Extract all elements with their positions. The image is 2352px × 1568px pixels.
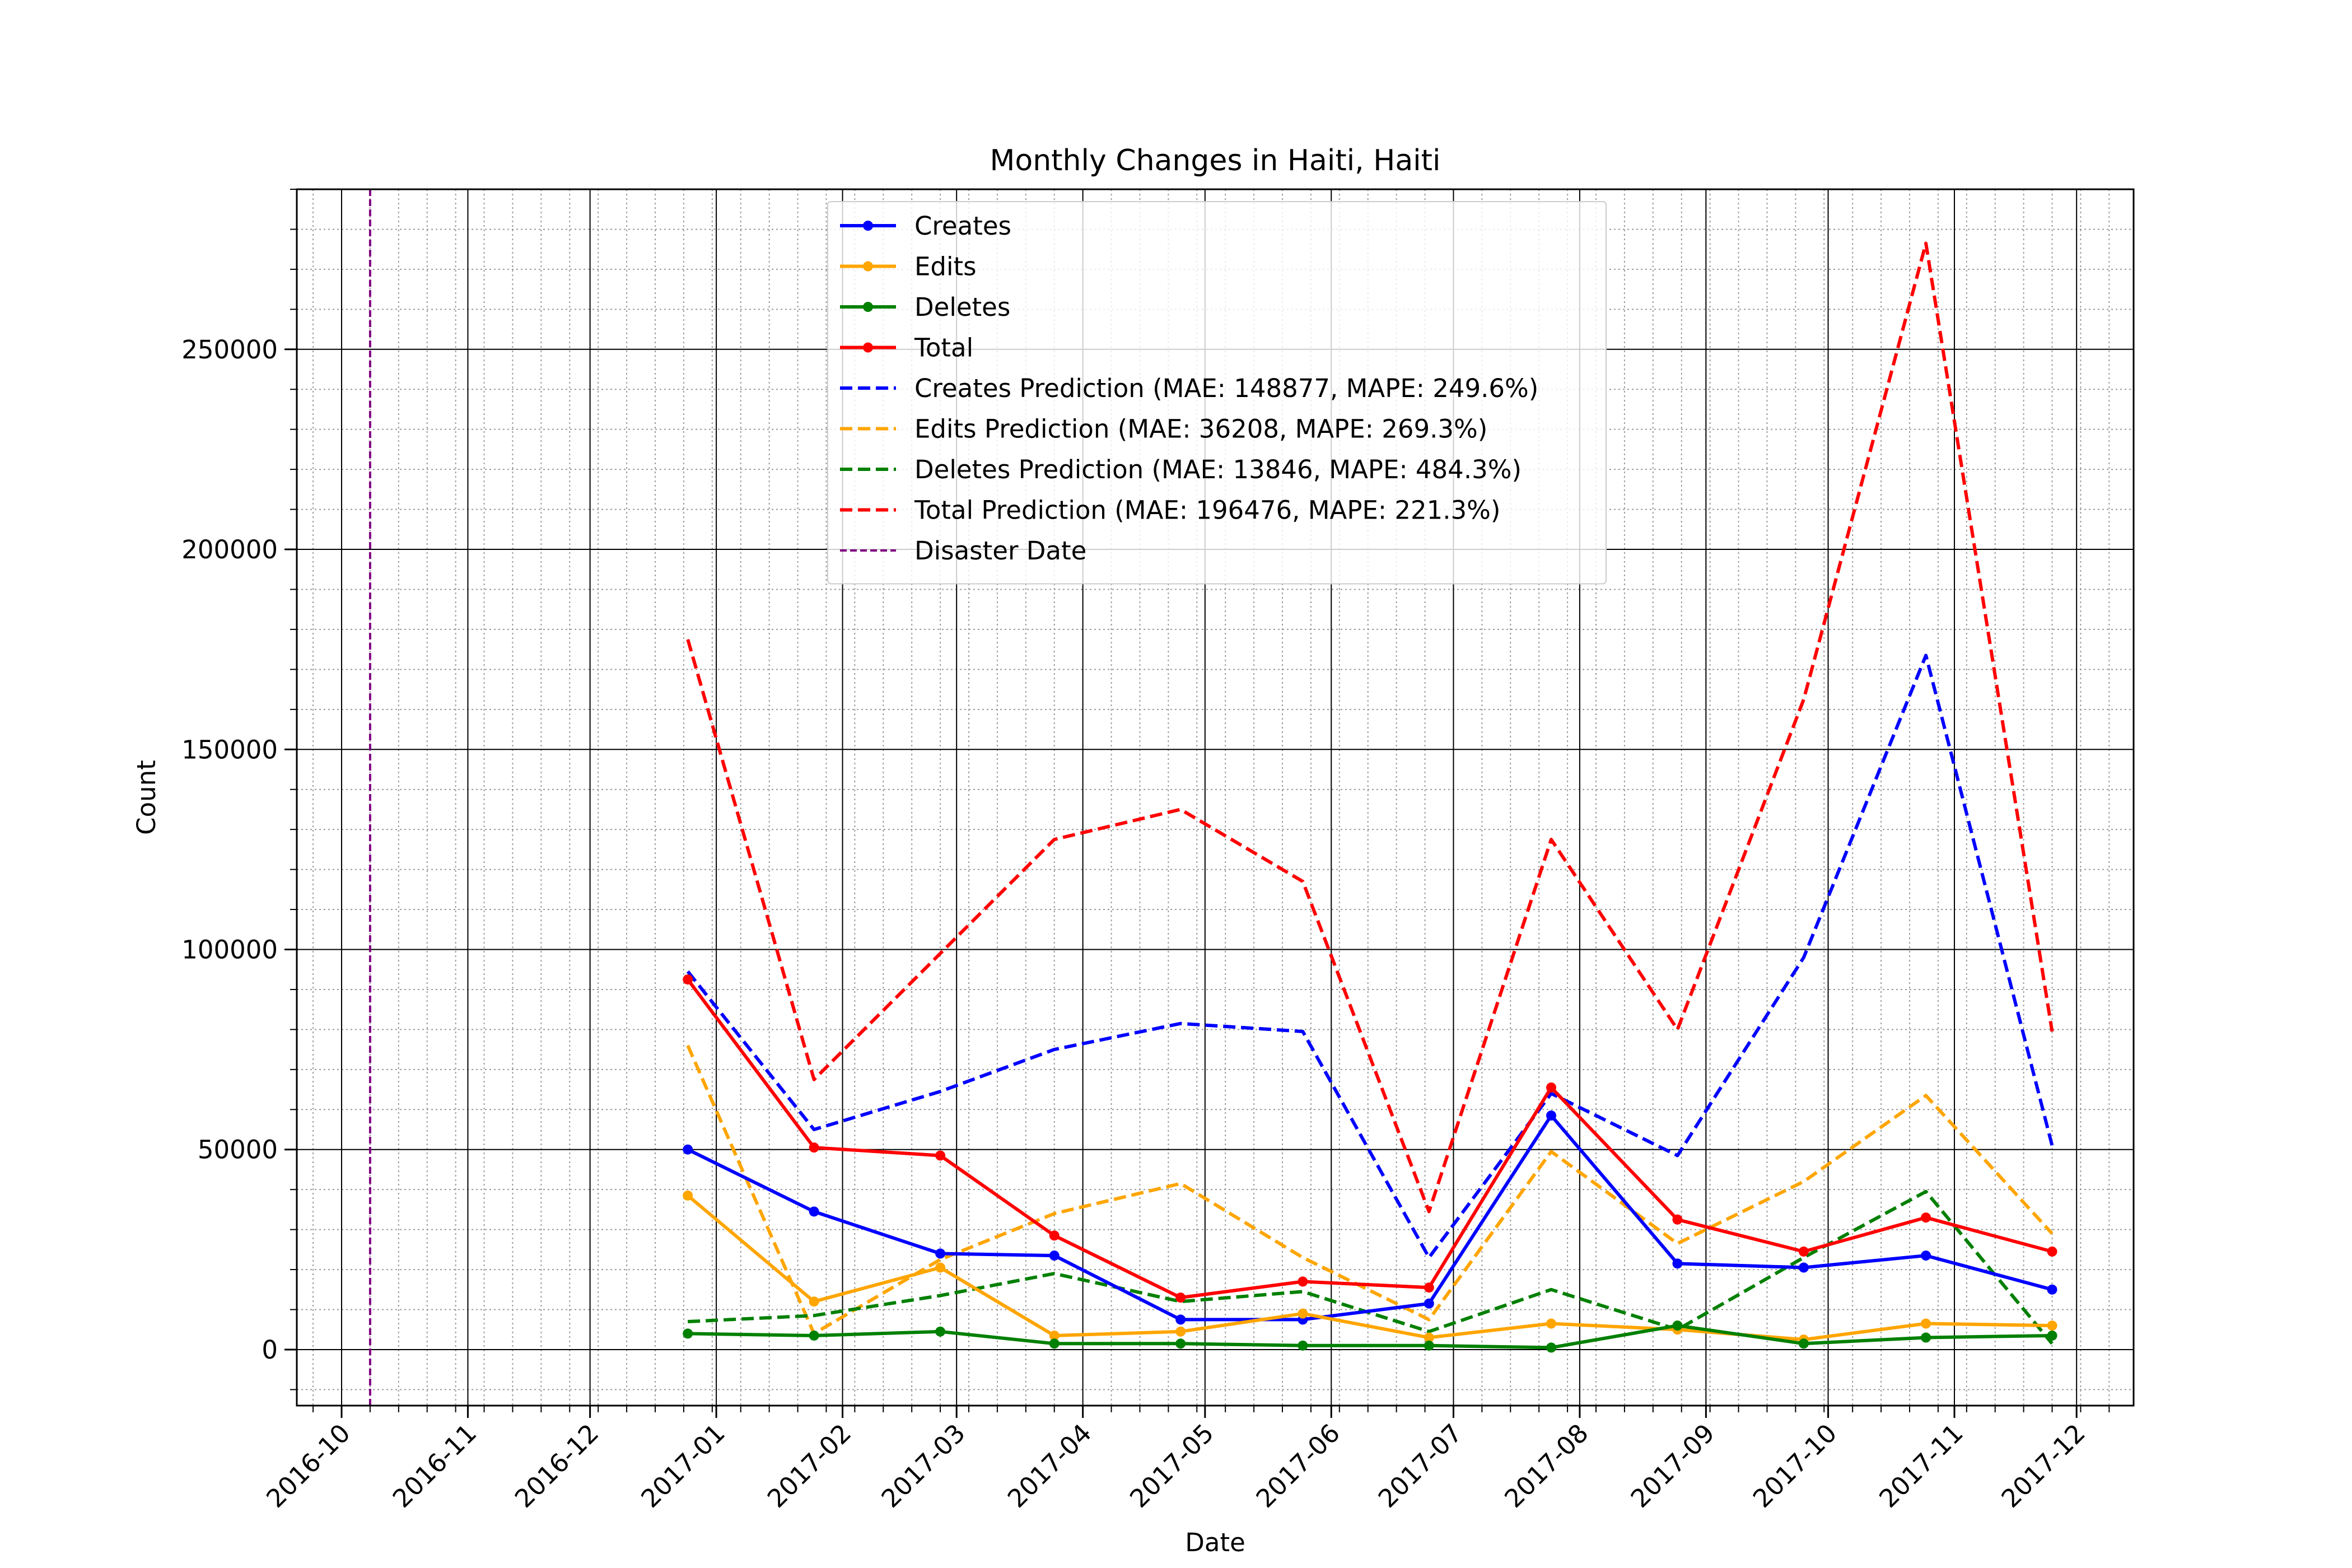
edits-point <box>1298 1308 1308 1319</box>
total-prediction-line <box>686 241 2054 1214</box>
total-point <box>935 1150 946 1161</box>
creates-point <box>1049 1250 1060 1261</box>
total-point <box>683 974 693 985</box>
legend-label: Deletes Prediction (MAE: 13846, MAPE: 48… <box>914 455 1522 484</box>
edits-point <box>1049 1330 1060 1341</box>
chart-title: Monthly Changes in Haiti, Haiti <box>990 144 1441 178</box>
creates-point <box>1672 1258 1683 1269</box>
total-point <box>1672 1214 1683 1225</box>
creates-point <box>1921 1250 1931 1261</box>
edits-point <box>1546 1318 1556 1329</box>
y-tick-label: 50000 <box>198 1135 278 1165</box>
total-point <box>809 1142 819 1153</box>
creates-point <box>2047 1284 2057 1295</box>
edits-point <box>1175 1326 1186 1337</box>
creates-point <box>1424 1298 1434 1309</box>
creates-point <box>1798 1262 1809 1273</box>
y-tick-label: 150000 <box>181 735 278 764</box>
deletes-point <box>1672 1320 1683 1331</box>
legend-label: Total <box>914 333 973 363</box>
deletes-point <box>1298 1340 1308 1351</box>
legend-label: Edits Prediction (MAE: 36208, MAPE: 269.… <box>914 414 1487 444</box>
deletes-point <box>1049 1338 1060 1349</box>
total-point <box>1298 1276 1308 1287</box>
axes-frame <box>296 188 2135 1407</box>
creates-point <box>1546 1110 1556 1121</box>
legend-marker <box>863 221 873 231</box>
legend-box <box>827 201 1607 585</box>
legend-marker <box>863 342 873 353</box>
deletes-point <box>1546 1342 1556 1353</box>
deletes-point <box>683 1328 693 1339</box>
total-point <box>1049 1230 1060 1241</box>
creates-point <box>1175 1314 1186 1325</box>
y-axis-ticks: 0 50000 100000 150000 200000 250000 <box>181 189 297 1390</box>
deletes-point <box>935 1326 946 1337</box>
total-point <box>1546 1082 1556 1093</box>
total-line <box>686 978 2053 1300</box>
y-tick-label: 0 <box>262 1335 278 1365</box>
series-layer <box>368 189 2057 1406</box>
legend-label: Total Prediction (MAE: 196476, MAPE: 221… <box>914 496 1501 525</box>
edits-point <box>935 1262 946 1273</box>
total-point <box>2047 1246 2057 1257</box>
edits-point <box>683 1190 693 1201</box>
edits-point <box>1424 1332 1434 1343</box>
legend-label: Disaster Date <box>914 536 1086 566</box>
y-tick-label: 200000 <box>181 535 278 564</box>
creates-point <box>935 1248 946 1259</box>
total-point <box>1175 1292 1186 1303</box>
creates-point <box>683 1144 693 1155</box>
deletes-point <box>1175 1338 1186 1349</box>
deletes-point <box>1798 1338 1809 1349</box>
total-point <box>1798 1246 1809 1257</box>
total-point <box>1921 1212 1931 1223</box>
legend-label: Creates Prediction (MAE: 148877, MAPE: 2… <box>914 374 1538 403</box>
edits-point <box>809 1296 819 1307</box>
deletes-point <box>1424 1340 1434 1351</box>
legend: Creates Edits Deletes Total Creates Predicti… <box>827 201 1607 585</box>
deletes-line <box>688 1324 2052 1350</box>
creates-point <box>809 1206 819 1217</box>
deletes-point <box>809 1330 819 1341</box>
legend-label: Creates <box>914 211 1011 241</box>
legend-marker <box>863 302 873 312</box>
y-tick-label: 250000 <box>181 335 278 365</box>
y-axis-label: Count <box>132 760 161 835</box>
total-point <box>1424 1282 1434 1293</box>
edits-line <box>687 1194 2052 1342</box>
legend-label: Deletes <box>914 292 1010 322</box>
deletes-point <box>1921 1332 1931 1343</box>
deletes-point <box>2047 1330 2057 1341</box>
creates-prediction-line <box>686 654 2054 1259</box>
legend-marker <box>863 261 873 272</box>
legend-label: Edits <box>914 252 977 282</box>
edits-point <box>2047 1320 2057 1331</box>
major-grid <box>297 189 2134 1406</box>
x-axis-label: Date <box>1185 1528 1245 1557</box>
creates-line <box>687 1114 2053 1322</box>
y-tick-label: 100000 <box>181 935 278 965</box>
edits-point <box>1921 1318 1931 1329</box>
